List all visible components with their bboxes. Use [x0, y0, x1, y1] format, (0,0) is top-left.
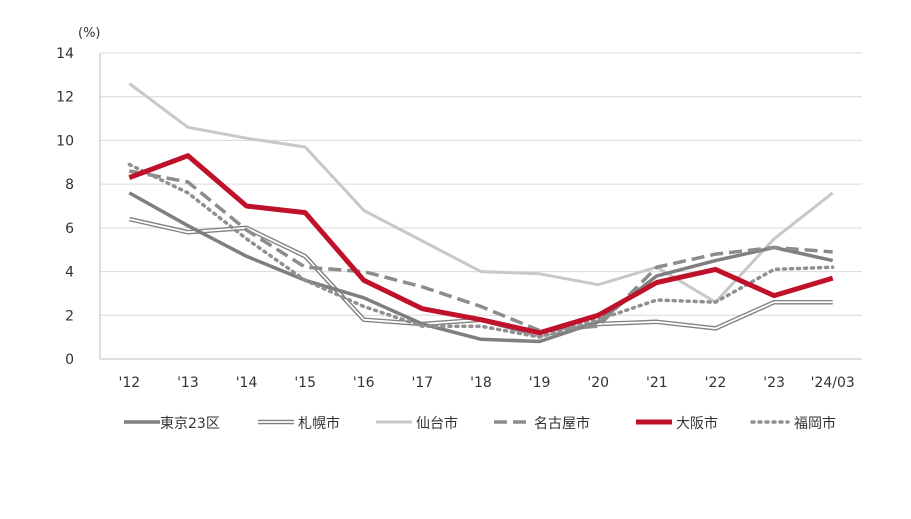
x-tick-label: '16 — [353, 375, 375, 391]
x-tick-label: '20 — [587, 375, 609, 391]
y-unit-label: (%) — [78, 26, 101, 41]
series-line — [128, 169, 833, 333]
legend-label: 仙台市 — [416, 415, 458, 432]
x-tick-label: '22 — [705, 375, 727, 391]
x-tick-label: '24/03 — [811, 375, 855, 391]
series-line — [128, 191, 834, 344]
y-tick-label: 0 — [65, 352, 74, 368]
x-tick-label: '23 — [763, 375, 785, 391]
x-tick-label: '12 — [118, 375, 140, 391]
gridlines — [100, 52, 862, 316]
x-tick-label: '17 — [412, 375, 434, 391]
y-tick-label: 14 — [56, 46, 74, 62]
y-tick-label: 10 — [56, 133, 74, 149]
y-tick-label: 12 — [56, 90, 74, 106]
y-tick-label: 2 — [65, 308, 74, 324]
axes: 0 2 4 6 8 10 12 14 '12 '13 '14 '15 '16 '17 '18 '19 '20 '2… — [56, 46, 862, 391]
y-tick-label: 4 — [65, 265, 74, 281]
x-tick-label: '15 — [294, 375, 316, 391]
x-tick-label: '21 — [646, 375, 668, 391]
legend-label: 名古屋市 — [534, 415, 590, 432]
x-tick-label: '13 — [177, 375, 199, 391]
y-tick-label: 6 — [65, 221, 74, 237]
legend-label: 大阪市 — [676, 415, 718, 432]
legend-label: 札幌市 — [298, 415, 340, 432]
legend-label: 福岡市 — [794, 415, 836, 432]
x-tick-label: '18 — [470, 375, 492, 391]
series-line — [128, 153, 834, 336]
legend-label: 東京23区 — [160, 416, 220, 432]
series-line — [127, 162, 835, 339]
y-tick-label: 8 — [65, 177, 74, 193]
x-tick-label: '19 — [529, 375, 551, 391]
legend: 東京23区 札幌市 仙台市 名古屋市 大阪市 福岡市 — [124, 415, 836, 432]
series-lines — [127, 82, 835, 344]
x-tick-label: '14 — [236, 375, 258, 391]
